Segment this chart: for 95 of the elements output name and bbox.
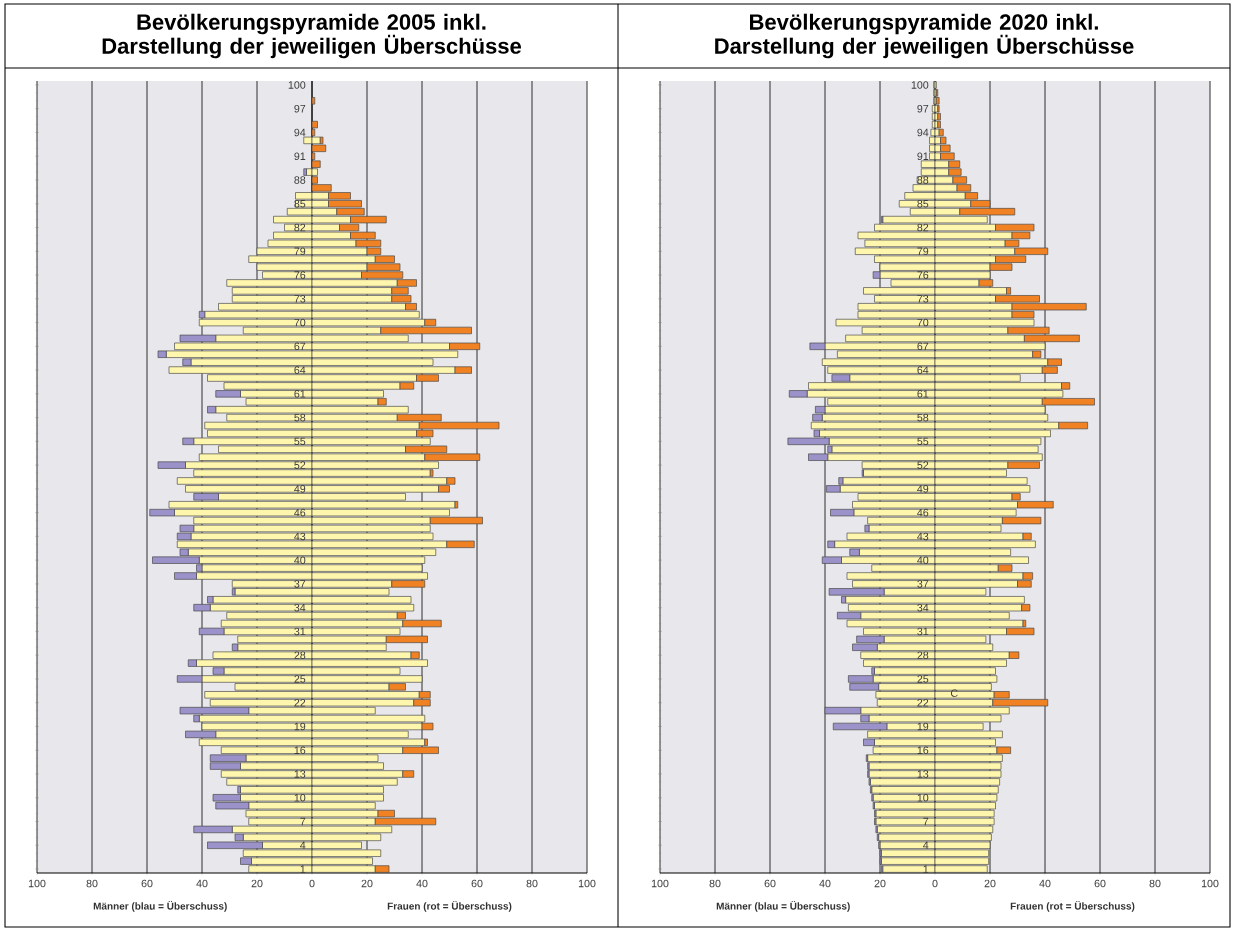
y-tick-label: 100	[911, 81, 929, 89]
y-tick-label: 40	[917, 556, 929, 564]
y-tick-label: 82	[917, 223, 929, 232]
y-tick-label: 76	[294, 271, 306, 279]
y-tick-label: 76	[917, 271, 929, 279]
y-tick-label: 94	[294, 128, 306, 137]
x-tick-label: 80	[526, 879, 538, 888]
x-tick-label: 60	[471, 879, 483, 888]
x-tick-label: 100	[578, 879, 596, 888]
y-tick-label: 67	[917, 342, 929, 351]
y-tick-label: 49	[294, 485, 306, 493]
y-tick-label: 19	[294, 722, 306, 731]
y-tick-label: 4	[923, 841, 929, 849]
x-tick-label: 60	[1094, 879, 1106, 888]
y-tick-label: 49	[917, 485, 929, 493]
y-tick-label: 82	[294, 223, 306, 232]
y-tick-label: 1	[923, 865, 929, 873]
y-tick-label: 10	[294, 793, 306, 802]
chart-title: Bevölkerungspyramide 2005 inkl. Darstellung der jeweiligen Überschüsse	[102, 13, 522, 59]
y-tick-label: 64	[917, 366, 929, 374]
y-tick-label: 43	[917, 532, 929, 541]
y-tick-label: 7	[300, 817, 306, 826]
y-tick-label: 28	[917, 651, 929, 659]
y-tick-label: 79	[917, 247, 929, 256]
y-tick-label: 1	[300, 865, 306, 873]
y-tick-label: 91	[294, 152, 306, 161]
x-tick-label: 80	[86, 879, 98, 888]
y-tick-label: 10	[917, 793, 929, 802]
y-tick-label: 97	[917, 104, 929, 113]
x-tick-label: 20	[874, 879, 886, 888]
y-tick-label: 55	[294, 437, 306, 446]
y-tick-label: 52	[917, 461, 929, 469]
y-tick-label: 13	[917, 770, 929, 778]
text: Frauen (rot = Überschuss)	[387, 901, 512, 912]
y-tick-label: 88	[294, 176, 306, 184]
x-tick-label: 20	[361, 879, 373, 888]
x-tick-label: 20	[251, 879, 263, 888]
x-tick-label: 0	[309, 879, 315, 888]
y-tick-label: 91	[917, 152, 929, 161]
x-tick-label: 80	[1149, 879, 1161, 888]
x-tick-label: 100	[1201, 879, 1219, 888]
x-tick-label: 20	[984, 879, 996, 888]
x-tick-label: 0	[932, 879, 938, 888]
y-tick-label: 31	[917, 627, 929, 636]
x-tick-label: 40	[819, 879, 831, 888]
y-tick-label: 37	[294, 580, 306, 588]
y-tick-label: 64	[294, 366, 306, 374]
y-tick-label: 73	[294, 295, 306, 303]
x-tick-label: 100	[28, 879, 46, 888]
y-tick-label: 34	[294, 603, 306, 612]
y-tick-label: 34	[917, 603, 929, 612]
y-tick-label: 94	[917, 128, 929, 137]
x-tick-label: 40	[416, 879, 428, 888]
y-tick-label: 7	[923, 817, 929, 826]
y-tick-label: 88	[917, 176, 929, 184]
y-tick-label: 19	[917, 722, 929, 731]
y-tick-label: 58	[294, 413, 306, 422]
y-tick-label: 70	[917, 318, 929, 327]
y-tick-label: 100	[288, 81, 306, 89]
y-tick-label: 58	[917, 413, 929, 422]
y-tick-label: 67	[294, 342, 306, 351]
chart-title: Bevölkerungspyramide 2020 inkl. Darstellung der jeweiligen Überschüsse	[715, 13, 1134, 59]
x-tick-label: 40	[1039, 879, 1051, 888]
x-tick-label: 40	[196, 879, 208, 888]
y-tick-label: 43	[294, 532, 306, 541]
y-tick-label: 46	[294, 508, 306, 517]
y-tick-label: 31	[294, 627, 306, 636]
y-tick-label: 79	[294, 247, 306, 256]
x-tick-label: 80	[709, 879, 721, 888]
y-tick-label: 13	[294, 770, 306, 778]
y-tick-label: 16	[294, 746, 306, 755]
y-tick-label: 22	[294, 699, 306, 707]
y-tick-label: 16	[917, 746, 929, 755]
y-tick-label: 97	[294, 104, 306, 113]
x-tick-label: 60	[141, 879, 153, 888]
y-tick-label: 40	[294, 556, 306, 564]
y-tick-label: 55	[917, 437, 929, 446]
text: Frauen (rot = Überschuss)	[1010, 901, 1135, 912]
y-tick-label: 61	[917, 390, 929, 398]
y-tick-label: 46	[917, 508, 929, 517]
y-tick-label: 70	[294, 318, 306, 327]
y-tick-label: 73	[917, 295, 929, 303]
y-tick-label: 85	[917, 199, 929, 208]
y-tick-label: 25	[294, 675, 306, 683]
text: Männer (blau = Überschuss)	[716, 901, 850, 912]
x-tick-label: 60	[764, 879, 776, 888]
y-tick-label: 61	[294, 390, 306, 398]
y-tick-label: 4	[300, 841, 306, 849]
y-tick-label: 25	[917, 675, 929, 683]
y-tick-label: 22	[917, 699, 929, 707]
y-tick-label: 37	[917, 580, 929, 588]
text: Männer (blau = Überschuss)	[93, 901, 227, 912]
y-tick-label: 28	[294, 651, 306, 659]
y-tick-label: 52	[294, 461, 306, 469]
x-tick-label: 100	[651, 879, 669, 888]
